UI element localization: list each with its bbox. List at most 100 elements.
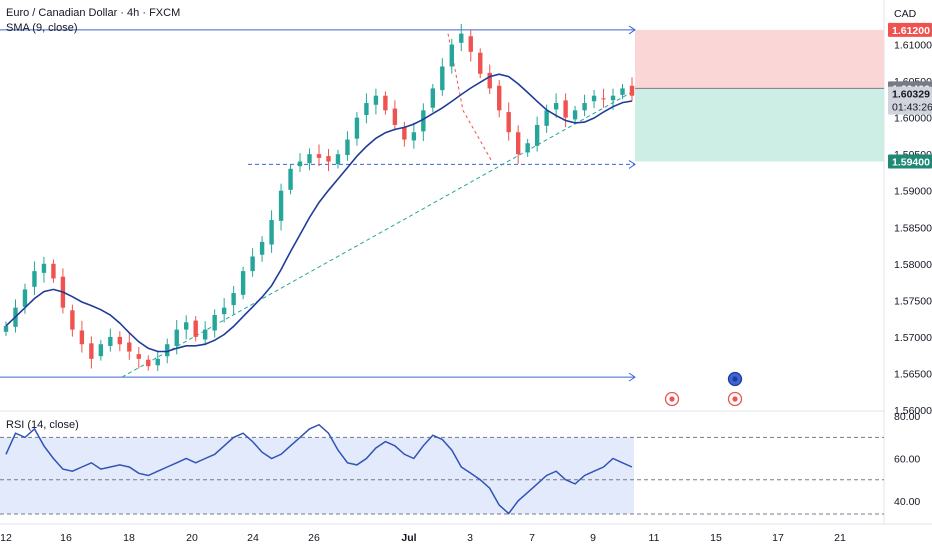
candle: [316, 144, 322, 167]
candle-body: [430, 88, 436, 108]
candle: [146, 355, 151, 371]
candle: [250, 248, 255, 277]
candle-body: [515, 132, 521, 155]
candle: [184, 315, 189, 340]
price-tick-label: 1.57500: [894, 295, 932, 307]
candle-body: [146, 359, 151, 367]
candle: [193, 316, 198, 342]
stop-loss-tag: 1.61200: [892, 25, 930, 37]
time-tick-label: 11: [649, 532, 660, 544]
candle: [127, 332, 132, 360]
sma-legend[interactable]: SMA (9, close): [6, 21, 78, 36]
candle: [468, 29, 473, 62]
price-tick-label: 1.59000: [894, 186, 932, 198]
candle-body: [629, 85, 635, 96]
candle: [582, 94, 587, 117]
time-tick-label: 18: [123, 532, 135, 544]
sma-line: [5, 73, 633, 353]
candle-body: [212, 314, 217, 331]
candle: [297, 153, 303, 172]
candle-body: [240, 271, 246, 295]
candle-body: [117, 336, 123, 345]
price-tick-label: 1.56500: [894, 368, 932, 380]
candle: [335, 149, 341, 169]
candle: [591, 90, 597, 109]
candle: [89, 336, 94, 369]
time-tick-label: 9: [590, 532, 596, 544]
candle-body: [79, 330, 85, 345]
time-tick-label: 24: [247, 532, 259, 544]
candle: [373, 88, 379, 115]
current-price-tag: 1.60329: [892, 89, 930, 101]
candle: [601, 88, 606, 108]
candle-body: [127, 342, 132, 352]
candle: [506, 102, 511, 141]
candle-body: [392, 108, 398, 125]
rsi-tick-label: 40.00: [894, 496, 920, 508]
candle-body: [487, 72, 492, 89]
time-tick-label: 17: [772, 532, 784, 544]
symbol-legend[interactable]: Euro / Canadian Dollar · 4h · FXCM: [6, 6, 180, 21]
stop-loss-zone: [635, 29, 884, 89]
rsi-legend[interactable]: RSI (14, close): [6, 418, 79, 433]
candle: [421, 103, 426, 142]
candle-body: [89, 343, 94, 359]
candle-body: [202, 329, 208, 340]
candle-body: [108, 336, 113, 346]
time-tick-label: Jul: [401, 532, 416, 544]
candle-body: [155, 358, 160, 366]
time-tick-label: 7: [529, 532, 535, 544]
support-ray-arrow: [628, 372, 636, 382]
candle-body: [601, 98, 606, 100]
rsi-tick-label: 60.00: [894, 454, 920, 466]
candle-body: [259, 241, 265, 255]
candle-body: [70, 310, 75, 330]
candle: [259, 236, 265, 262]
candle: [497, 80, 502, 118]
candle: [364, 93, 369, 124]
price-tick-label: 1.61000: [894, 40, 932, 52]
candle-body: [221, 307, 227, 315]
candle-body: [373, 95, 379, 105]
candle: [79, 320, 85, 353]
price-tick-label: 1.57000: [894, 332, 932, 344]
candle: [449, 38, 454, 74]
candle-body: [297, 161, 303, 167]
bar-countdown: 01:43:26: [892, 102, 932, 114]
rsi-label: RSI (14, close): [6, 419, 79, 431]
candle-body: [506, 112, 511, 133]
candle: [440, 58, 445, 96]
candle: [487, 64, 492, 95]
candle: [202, 321, 208, 346]
take-profit-zone: [635, 88, 884, 162]
candle-body: [468, 36, 473, 52]
event-marker-ca-1-dot: [669, 396, 675, 402]
candle-body: [22, 289, 28, 307]
candle-body: [316, 154, 322, 158]
candle: [411, 122, 417, 149]
candle-body: [411, 132, 417, 141]
candle-body: [41, 263, 47, 273]
candle-body: [440, 66, 445, 91]
candle-body: [582, 103, 587, 111]
candle: [51, 259, 56, 283]
candle: [383, 91, 388, 115]
candle-body: [544, 110, 549, 126]
candle-body: [345, 139, 350, 156]
time-tick-label: 12: [0, 532, 12, 544]
time-tick-label: 15: [710, 532, 722, 544]
candle-body: [32, 271, 37, 287]
candle-body: [402, 127, 407, 140]
event-marker-eu-dot: [732, 376, 738, 382]
candle: [620, 84, 625, 100]
time-tick-label: 20: [186, 532, 198, 544]
rsi-tick-label: 80.00: [894, 411, 920, 423]
candle-body: [591, 95, 597, 102]
candle: [430, 84, 436, 113]
candle-body: [326, 156, 331, 162]
candle-body: [620, 88, 625, 95]
candle-body: [3, 325, 9, 332]
stop-loss-tag-bg: [888, 22, 932, 37]
